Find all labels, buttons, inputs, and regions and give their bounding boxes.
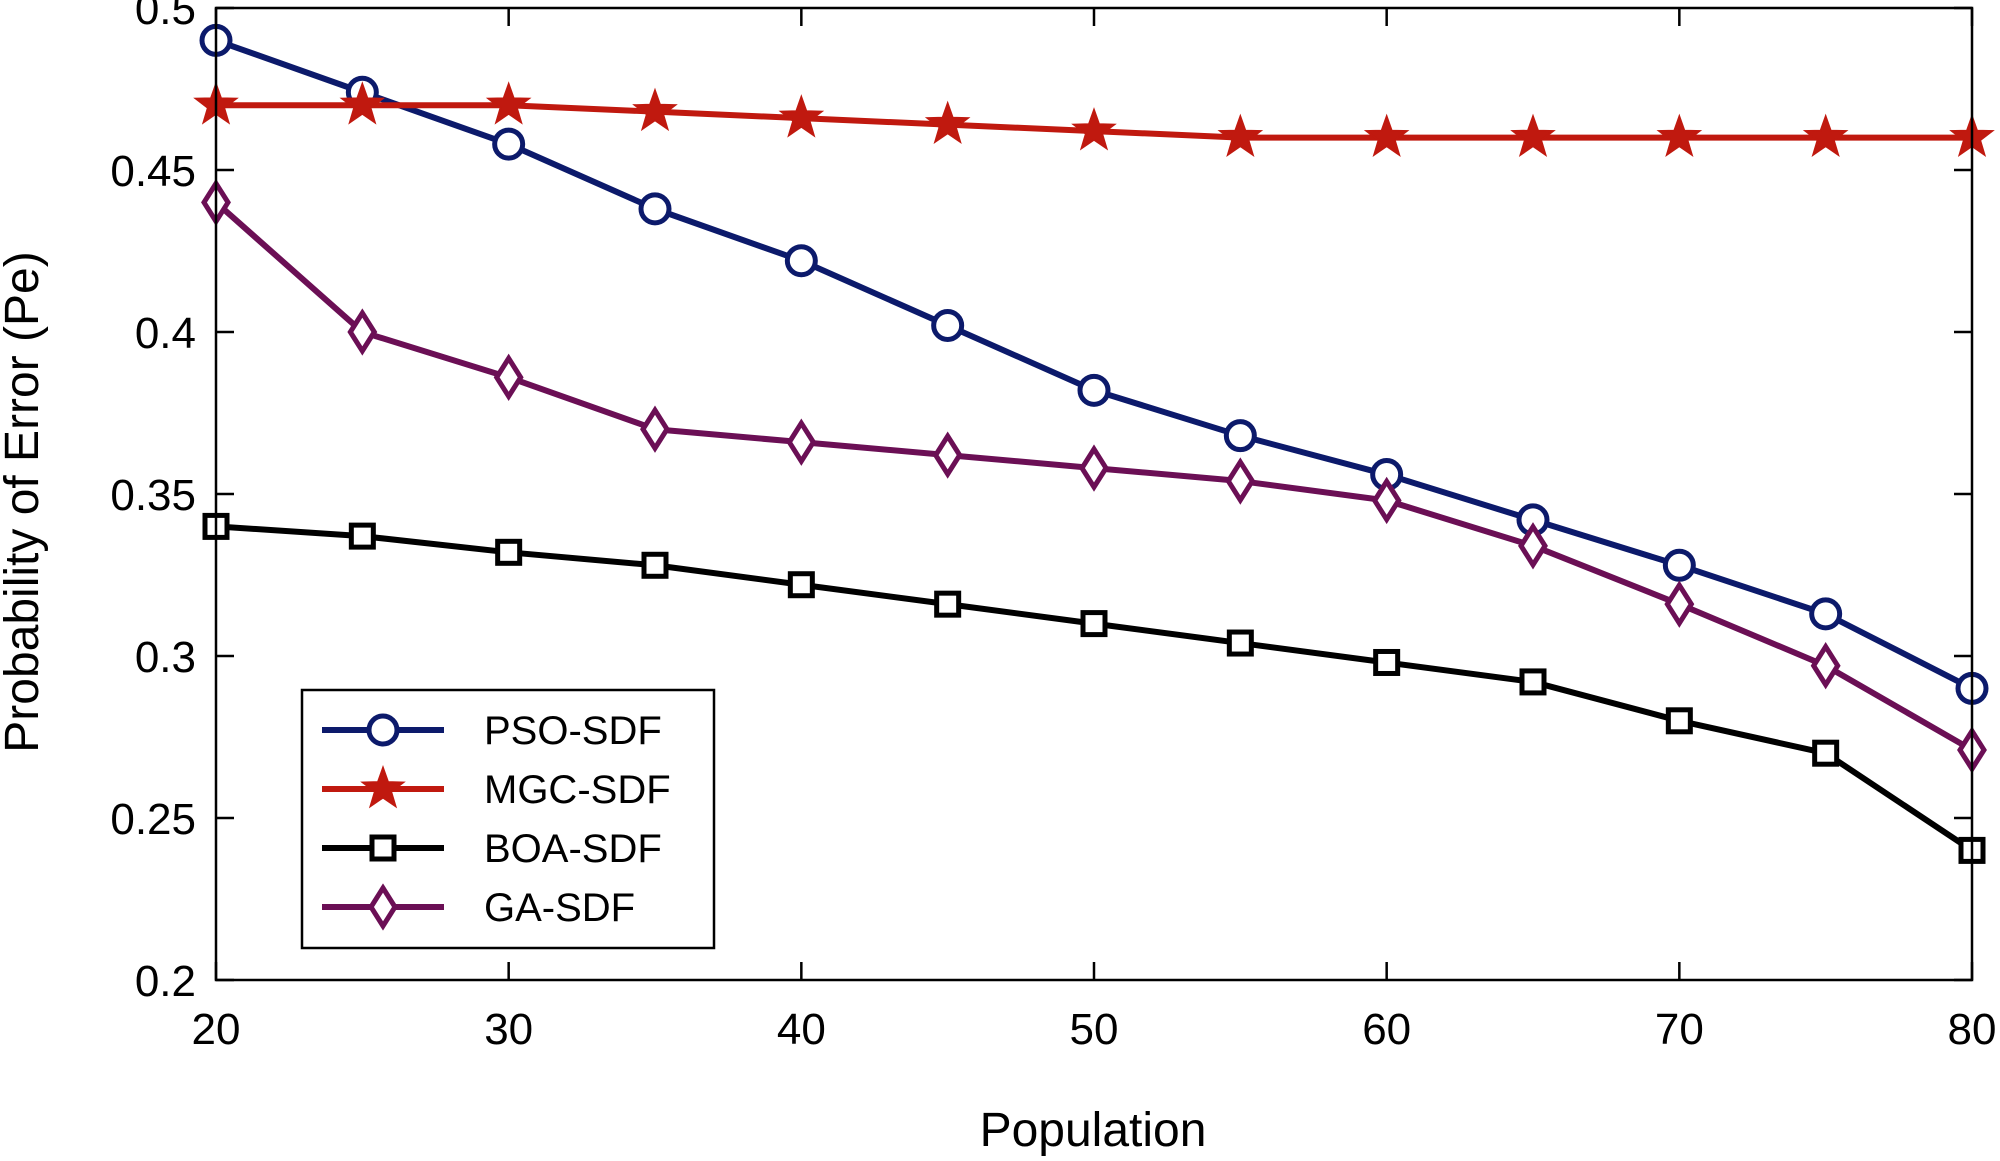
x-tick-label: 60 <box>1362 1005 1411 1054</box>
legend-entry-ga-sdf: GA-SDF <box>322 883 635 931</box>
data-point-mgc-sdf <box>339 81 386 125</box>
data-point-mgc-sdf <box>1802 113 1849 158</box>
legend-marker <box>366 713 400 747</box>
data-point-boa-sdf <box>495 538 523 566</box>
series-boa-sdf <box>202 512 1986 864</box>
data-point-pso-sdf <box>1077 373 1111 407</box>
x-tick-label: 20 <box>192 1005 241 1054</box>
legend-marker <box>369 834 397 862</box>
data-point-ga-sdf <box>1810 642 1841 690</box>
x-tick-label: 70 <box>1655 1005 1704 1054</box>
x-tick-label: 40 <box>777 1005 826 1054</box>
data-point-boa-sdf <box>348 522 376 550</box>
data-point-mgc-sdf <box>485 81 532 125</box>
data-point-boa-sdf <box>1226 629 1254 657</box>
y-tick-label: 0.2 <box>135 957 196 1006</box>
data-point-mgc-sdf <box>778 94 825 138</box>
legend-label: GA-SDF <box>484 886 635 930</box>
y-axis-label: Probability of Error (Pe) <box>0 251 49 753</box>
x-tick-label: 30 <box>484 1005 533 1054</box>
data-point-pso-sdf <box>1809 597 1843 631</box>
data-point-ga-sdf <box>932 431 963 479</box>
data-point-ga-sdf <box>640 405 670 453</box>
data-point-boa-sdf <box>1519 668 1547 696</box>
series-ga-sdf <box>201 178 1987 774</box>
y-tick-label: 0.3 <box>135 633 196 682</box>
data-point-ga-sdf <box>1225 457 1256 505</box>
legend-label: MGC-SDF <box>484 768 671 812</box>
data-point-boa-sdf <box>934 590 962 618</box>
legend-entry-pso-sdf: PSO-SDF <box>322 709 662 753</box>
data-point-mgc-sdf <box>1217 113 1264 158</box>
legend-label: PSO-SDF <box>484 709 662 753</box>
axes-layer: 20 30 40 50 60 70 80 0.2 0.25 0.3 0.35 0.4 0.45 0.5 <box>110 0 1996 1054</box>
data-point-ga-sdf <box>1371 476 1402 525</box>
data-point-mgc-sdf <box>1363 113 1410 158</box>
data-point-boa-sdf <box>787 571 815 599</box>
data-point-ga-sdf <box>786 418 817 466</box>
y-tick-label: 0.35 <box>110 471 196 520</box>
data-point-mgc-sdf <box>1510 113 1556 158</box>
data-point-ga-sdf <box>347 308 378 356</box>
y-tick-label: 0.25 <box>110 795 196 844</box>
data-point-pso-sdf <box>638 192 672 226</box>
y-tick-label: 0.5 <box>135 0 196 34</box>
legend-marker <box>360 765 406 809</box>
x-axis-label: Population <box>980 1104 1207 1157</box>
data-point-mgc-sdf <box>632 87 678 132</box>
data-point-boa-sdf <box>641 551 669 579</box>
data-point-boa-sdf <box>1812 739 1840 767</box>
legend: PSO-SDF MGC-SDF BOA-SDF GA-SDF <box>300 688 716 950</box>
legend-entry-mgc-sdf: MGC-SDF <box>322 765 671 812</box>
data-point-pso-sdf <box>784 244 818 278</box>
data-point-pso-sdf <box>1662 548 1696 582</box>
data-point-pso-sdf <box>1223 419 1257 453</box>
data-point-mgc-sdf <box>1656 113 1703 158</box>
y-tick-label: 0.45 <box>110 147 196 196</box>
data-point-boa-sdf <box>1373 648 1401 676</box>
legend-label: BOA-SDF <box>484 827 662 871</box>
data-point-boa-sdf <box>1665 707 1693 735</box>
data-point-ga-sdf <box>493 353 524 402</box>
data-point-mgc-sdf <box>1071 107 1117 151</box>
data-point-pso-sdf <box>931 309 965 343</box>
data-point-mgc-sdf <box>924 100 971 145</box>
legend-marker <box>368 883 398 931</box>
data-point-pso-sdf <box>492 127 526 161</box>
data-point-ga-sdf <box>1518 522 1548 570</box>
data-point-ga-sdf <box>1664 580 1695 628</box>
data-point-ga-sdf <box>1079 444 1109 492</box>
x-tick-label: 80 <box>1948 1005 1997 1054</box>
x-tick-label: 50 <box>1070 1005 1119 1054</box>
legend-entry-boa-sdf: BOA-SDF <box>322 827 662 871</box>
y-tick-label: 0.4 <box>135 309 196 358</box>
data-point-boa-sdf <box>1080 610 1108 638</box>
series-pso-sdf <box>199 23 1989 705</box>
